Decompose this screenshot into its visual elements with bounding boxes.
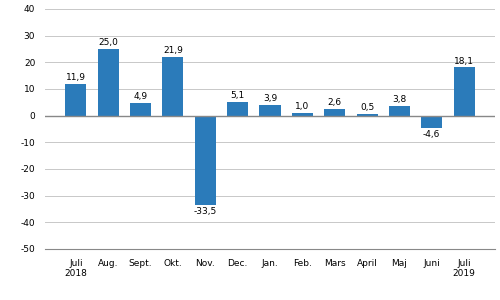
Bar (130, 103, 151, 116)
Bar (356, 114, 378, 116)
Text: 11,9: 11,9 (66, 73, 86, 82)
Text: -33,5: -33,5 (194, 207, 217, 216)
Text: 1,0: 1,0 (295, 102, 310, 111)
Text: 0,5: 0,5 (360, 103, 374, 112)
Text: 5,1: 5,1 (230, 91, 245, 100)
Text: -4,6: -4,6 (423, 130, 440, 139)
Bar (162, 57, 184, 116)
Text: 4,9: 4,9 (134, 92, 147, 101)
Bar (98, 49, 119, 116)
Text: 25,0: 25,0 (98, 38, 118, 47)
Bar (292, 113, 313, 116)
Text: 18,1: 18,1 (454, 56, 474, 65)
Bar (421, 116, 442, 128)
Bar (324, 109, 345, 116)
Bar (66, 84, 86, 116)
Bar (454, 68, 474, 116)
Text: 3,8: 3,8 (392, 95, 406, 104)
Text: 2,6: 2,6 (328, 98, 342, 107)
Text: 21,9: 21,9 (163, 46, 183, 56)
Bar (195, 116, 216, 205)
Bar (260, 105, 280, 116)
Bar (389, 106, 410, 116)
Bar (227, 102, 248, 116)
Text: 3,9: 3,9 (263, 94, 277, 103)
